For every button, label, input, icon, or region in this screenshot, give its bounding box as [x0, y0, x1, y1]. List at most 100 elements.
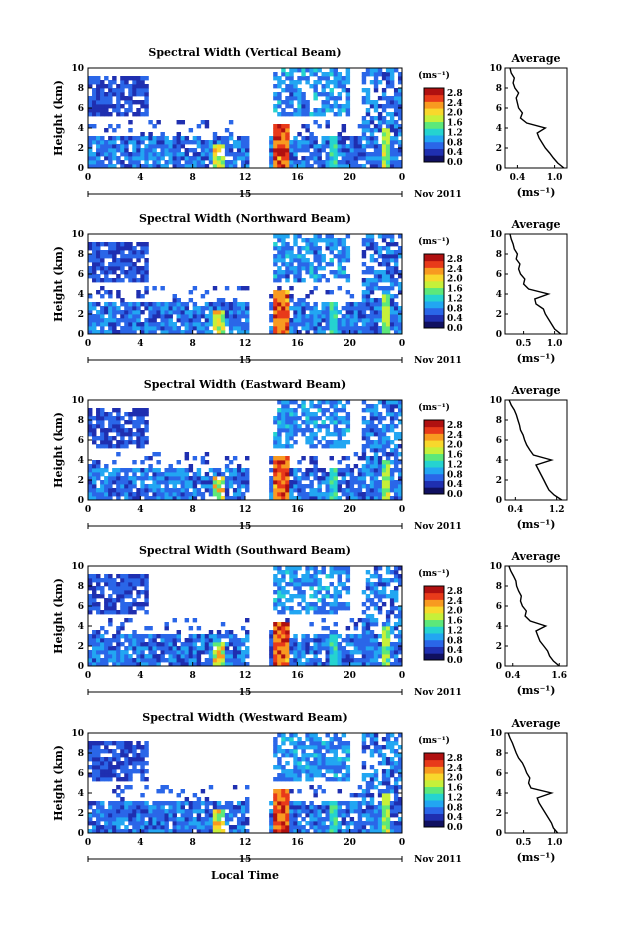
heatmap-cell [329, 817, 334, 822]
heatmap-cell [309, 460, 314, 465]
heatmap-cell [236, 638, 242, 643]
heatmap-cell [353, 148, 359, 153]
heatmap-cell [377, 148, 383, 153]
heatmap-cell [204, 821, 210, 826]
colorbar-tick-label: 2.0 [447, 607, 463, 617]
heatmap-cell [120, 586, 125, 591]
heatmap-cell [277, 460, 282, 465]
heatmap-cell [112, 270, 117, 275]
heatmap-cell [337, 164, 343, 169]
heatmap-cell [385, 488, 391, 493]
heatmap-cell [361, 408, 367, 413]
heatmap-cell [128, 618, 133, 623]
heatmap-cell [140, 801, 145, 806]
heatmap-cell [365, 322, 371, 327]
heatmap-cell [285, 164, 290, 169]
heatmap-cell [132, 432, 137, 437]
heatmap-cell [124, 432, 129, 437]
heatmap-cell [212, 829, 218, 834]
heatmap-cell [345, 496, 351, 501]
heatmap-cell [108, 262, 113, 267]
heatmap-cell [285, 809, 290, 814]
heatmap-cell [104, 302, 109, 307]
heatmap-cell [144, 440, 149, 445]
heatmap-cell [389, 400, 395, 405]
heatmap-cell [144, 598, 149, 603]
heatmap-cell [373, 314, 379, 319]
heatmap-cell [140, 773, 145, 778]
heatmap-cell [180, 642, 186, 647]
heatmap-cell [341, 432, 347, 437]
heatmap-cell [373, 310, 379, 315]
heatmap-cell [112, 805, 117, 810]
heatmap-cell [293, 582, 298, 587]
heatmap-cell [337, 136, 343, 141]
heatmap-cell [196, 821, 202, 826]
heatmap-cell [289, 472, 294, 477]
heatmap-cell [281, 428, 286, 433]
heatmap-cell [369, 80, 375, 85]
heatmap-cell [393, 120, 399, 125]
heatmap-cell [377, 156, 383, 161]
heatmap-cell [389, 112, 395, 117]
heatmap-cell [397, 610, 403, 615]
heatmap-cell [373, 484, 379, 489]
heatmap-cell [333, 610, 338, 615]
heatmap-cell [305, 602, 310, 607]
heatmap-cell [349, 618, 355, 623]
heatmap-cell [148, 650, 153, 655]
heatmap-cell [373, 274, 379, 279]
heatmap-cell [132, 80, 137, 85]
heatmap-cell [281, 662, 286, 667]
heatmap-cell [325, 104, 330, 109]
heatmap-cell [140, 813, 145, 818]
heatmap-cell [200, 646, 206, 651]
heatmap-cell [184, 492, 190, 497]
heatmap-cell [232, 642, 238, 647]
heatmap-cell [373, 330, 379, 335]
heatmap-cell [240, 825, 246, 830]
heatmap-cell [140, 156, 145, 161]
heatmap-cell [273, 330, 278, 335]
heatmap-cell [140, 476, 145, 481]
heatmap-cell [92, 164, 97, 169]
heatmap-cell [301, 148, 306, 153]
heatmap-cell [148, 654, 153, 659]
heatmap-cell [361, 432, 367, 437]
heatmap-cell [156, 306, 161, 311]
heatmap-cell [176, 152, 181, 157]
heatmap-cell [124, 100, 129, 105]
heatmap-cell [88, 254, 93, 259]
heatmap-cell [148, 634, 153, 639]
heatmap-cell [112, 749, 117, 754]
heatmap-cell [313, 444, 318, 449]
heatmap-cell [341, 582, 347, 587]
heatmap-cell [277, 598, 282, 603]
heatmap-cell [341, 606, 347, 611]
heatmap-cell [281, 829, 286, 834]
heatmap-cell [172, 136, 177, 141]
heatmap-cell [92, 821, 97, 826]
heatmap-cell [140, 574, 145, 579]
heatmap-cell [305, 104, 310, 109]
heatmap-cell [120, 745, 125, 750]
heatmap-cell [88, 318, 93, 323]
heatmap-cell [337, 809, 343, 814]
heatmap-cell [385, 318, 391, 323]
heatmap-cell [337, 590, 343, 595]
colorbar-tick-label: 0.4 [447, 148, 463, 158]
heatmap-cell [301, 306, 306, 311]
heatmap-cell [329, 646, 334, 651]
heatmap-cell [277, 749, 282, 754]
heatmap-cell [232, 468, 238, 473]
heatmap-cell [220, 662, 226, 667]
heatmap-cell [389, 472, 395, 477]
heatmap-cell [204, 634, 210, 639]
heatmap-cell [104, 598, 109, 603]
heatmap-cell [317, 274, 322, 279]
heatmap-cell [104, 630, 109, 635]
heatmap-cell [397, 460, 403, 465]
heatmap-cell [228, 322, 234, 327]
heatmap-cell [96, 769, 101, 774]
heatmap-cell [216, 650, 222, 655]
